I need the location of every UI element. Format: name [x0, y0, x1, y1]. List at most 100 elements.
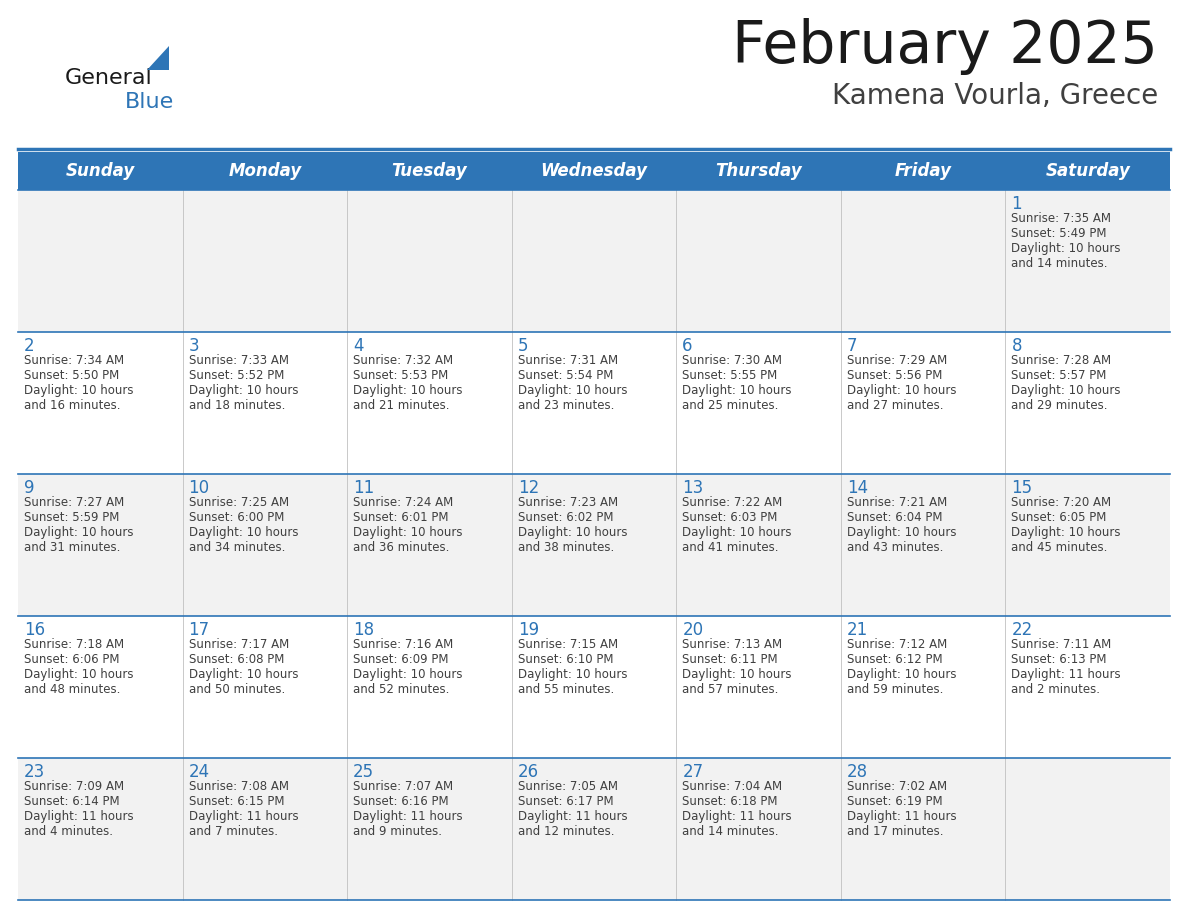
Text: Daylight: 10 hours: Daylight: 10 hours	[682, 526, 791, 539]
Text: Sunset: 6:01 PM: Sunset: 6:01 PM	[353, 511, 449, 524]
Text: 7: 7	[847, 337, 858, 355]
Text: Sunrise: 7:32 AM: Sunrise: 7:32 AM	[353, 354, 454, 367]
Text: Sunrise: 7:25 AM: Sunrise: 7:25 AM	[189, 496, 289, 509]
Text: Daylight: 10 hours: Daylight: 10 hours	[353, 668, 462, 681]
Text: Sunrise: 7:27 AM: Sunrise: 7:27 AM	[24, 496, 125, 509]
Text: Sunrise: 7:09 AM: Sunrise: 7:09 AM	[24, 780, 124, 793]
Text: and 45 minutes.: and 45 minutes.	[1011, 541, 1107, 554]
Text: Blue: Blue	[125, 92, 175, 112]
Text: 17: 17	[189, 621, 210, 639]
Text: Daylight: 10 hours: Daylight: 10 hours	[682, 384, 791, 397]
Text: Sunset: 5:49 PM: Sunset: 5:49 PM	[1011, 227, 1107, 240]
Text: Sunset: 6:15 PM: Sunset: 6:15 PM	[189, 795, 284, 808]
Text: 5: 5	[518, 337, 529, 355]
Text: Sunrise: 7:31 AM: Sunrise: 7:31 AM	[518, 354, 618, 367]
Text: 26: 26	[518, 763, 539, 781]
Text: Daylight: 10 hours: Daylight: 10 hours	[1011, 384, 1121, 397]
Bar	[18, 332, 1170, 474]
Text: and 2 minutes.: and 2 minutes.	[1011, 683, 1100, 696]
Text: Daylight: 10 hours: Daylight: 10 hours	[847, 384, 956, 397]
Text: 24: 24	[189, 763, 210, 781]
Text: and 21 minutes.: and 21 minutes.	[353, 399, 449, 412]
Text: Daylight: 10 hours: Daylight: 10 hours	[353, 384, 462, 397]
Text: 14: 14	[847, 479, 868, 497]
Text: and 38 minutes.: and 38 minutes.	[518, 541, 614, 554]
Text: Daylight: 11 hours: Daylight: 11 hours	[682, 810, 792, 823]
Text: Sunset: 6:14 PM: Sunset: 6:14 PM	[24, 795, 120, 808]
Text: Daylight: 11 hours: Daylight: 11 hours	[1011, 668, 1121, 681]
Text: Sunrise: 7:18 AM: Sunrise: 7:18 AM	[24, 638, 124, 651]
Text: Daylight: 10 hours: Daylight: 10 hours	[353, 526, 462, 539]
Text: and 12 minutes.: and 12 minutes.	[518, 825, 614, 838]
Text: Sunrise: 7:33 AM: Sunrise: 7:33 AM	[189, 354, 289, 367]
Text: Daylight: 10 hours: Daylight: 10 hours	[847, 668, 956, 681]
Text: Daylight: 10 hours: Daylight: 10 hours	[847, 526, 956, 539]
Text: Sunset: 5:57 PM: Sunset: 5:57 PM	[1011, 369, 1107, 382]
Text: and 16 minutes.: and 16 minutes.	[24, 399, 120, 412]
Text: Daylight: 11 hours: Daylight: 11 hours	[518, 810, 627, 823]
Text: Sunset: 6:06 PM: Sunset: 6:06 PM	[24, 653, 120, 666]
Text: Sunrise: 7:12 AM: Sunrise: 7:12 AM	[847, 638, 947, 651]
Bar	[18, 616, 1170, 758]
Text: Thursday: Thursday	[715, 162, 802, 180]
Text: Sunset: 5:52 PM: Sunset: 5:52 PM	[189, 369, 284, 382]
Text: and 17 minutes.: and 17 minutes.	[847, 825, 943, 838]
Text: and 4 minutes.: and 4 minutes.	[24, 825, 113, 838]
Text: Sunrise: 7:02 AM: Sunrise: 7:02 AM	[847, 780, 947, 793]
Bar	[18, 152, 1170, 190]
Text: Sunrise: 7:23 AM: Sunrise: 7:23 AM	[518, 496, 618, 509]
Text: Sunrise: 7:34 AM: Sunrise: 7:34 AM	[24, 354, 124, 367]
Text: Saturday: Saturday	[1045, 162, 1130, 180]
Text: Sunrise: 7:21 AM: Sunrise: 7:21 AM	[847, 496, 947, 509]
Text: Sunset: 6:10 PM: Sunset: 6:10 PM	[518, 653, 613, 666]
Text: Sunrise: 7:24 AM: Sunrise: 7:24 AM	[353, 496, 454, 509]
Text: Sunset: 5:59 PM: Sunset: 5:59 PM	[24, 511, 119, 524]
Text: 27: 27	[682, 763, 703, 781]
Text: and 52 minutes.: and 52 minutes.	[353, 683, 449, 696]
Text: 10: 10	[189, 479, 210, 497]
Text: and 55 minutes.: and 55 minutes.	[518, 683, 614, 696]
Text: Daylight: 10 hours: Daylight: 10 hours	[189, 384, 298, 397]
Bar	[18, 758, 1170, 900]
Text: Sunset: 5:50 PM: Sunset: 5:50 PM	[24, 369, 119, 382]
Text: Sunset: 6:12 PM: Sunset: 6:12 PM	[847, 653, 942, 666]
Text: Daylight: 11 hours: Daylight: 11 hours	[847, 810, 956, 823]
Text: Sunset: 6:17 PM: Sunset: 6:17 PM	[518, 795, 613, 808]
Text: Daylight: 10 hours: Daylight: 10 hours	[1011, 242, 1121, 255]
Text: 22: 22	[1011, 621, 1032, 639]
Text: Sunrise: 7:04 AM: Sunrise: 7:04 AM	[682, 780, 783, 793]
Text: General: General	[65, 68, 153, 88]
Text: 23: 23	[24, 763, 45, 781]
Text: Sunset: 6:02 PM: Sunset: 6:02 PM	[518, 511, 613, 524]
Text: and 9 minutes.: and 9 minutes.	[353, 825, 442, 838]
Text: Sunset: 6:13 PM: Sunset: 6:13 PM	[1011, 653, 1107, 666]
Text: Sunrise: 7:05 AM: Sunrise: 7:05 AM	[518, 780, 618, 793]
Text: and 7 minutes.: and 7 minutes.	[189, 825, 278, 838]
Text: and 27 minutes.: and 27 minutes.	[847, 399, 943, 412]
Text: Sunset: 6:09 PM: Sunset: 6:09 PM	[353, 653, 449, 666]
Text: and 48 minutes.: and 48 minutes.	[24, 683, 120, 696]
Text: and 18 minutes.: and 18 minutes.	[189, 399, 285, 412]
Text: and 25 minutes.: and 25 minutes.	[682, 399, 778, 412]
Text: Sunrise: 7:22 AM: Sunrise: 7:22 AM	[682, 496, 783, 509]
Text: and 34 minutes.: and 34 minutes.	[189, 541, 285, 554]
Text: Sunrise: 7:11 AM: Sunrise: 7:11 AM	[1011, 638, 1112, 651]
Text: 21: 21	[847, 621, 868, 639]
Text: Daylight: 10 hours: Daylight: 10 hours	[189, 526, 298, 539]
Text: and 59 minutes.: and 59 minutes.	[847, 683, 943, 696]
Text: Daylight: 10 hours: Daylight: 10 hours	[24, 526, 133, 539]
Text: Daylight: 10 hours: Daylight: 10 hours	[518, 668, 627, 681]
Bar	[18, 190, 1170, 332]
Text: 6: 6	[682, 337, 693, 355]
Text: Daylight: 10 hours: Daylight: 10 hours	[518, 384, 627, 397]
Text: Daylight: 10 hours: Daylight: 10 hours	[189, 668, 298, 681]
Text: Februaryl: Februaryl	[65, 69, 71, 70]
Text: Daylight: 11 hours: Daylight: 11 hours	[189, 810, 298, 823]
Text: 12: 12	[518, 479, 539, 497]
Text: Sunset: 6:03 PM: Sunset: 6:03 PM	[682, 511, 778, 524]
Text: and 14 minutes.: and 14 minutes.	[682, 825, 779, 838]
Text: Sunrise: 7:17 AM: Sunrise: 7:17 AM	[189, 638, 289, 651]
Text: February 2025: February 2025	[732, 18, 1158, 75]
Text: Sunset: 6:04 PM: Sunset: 6:04 PM	[847, 511, 942, 524]
Text: and 36 minutes.: and 36 minutes.	[353, 541, 449, 554]
